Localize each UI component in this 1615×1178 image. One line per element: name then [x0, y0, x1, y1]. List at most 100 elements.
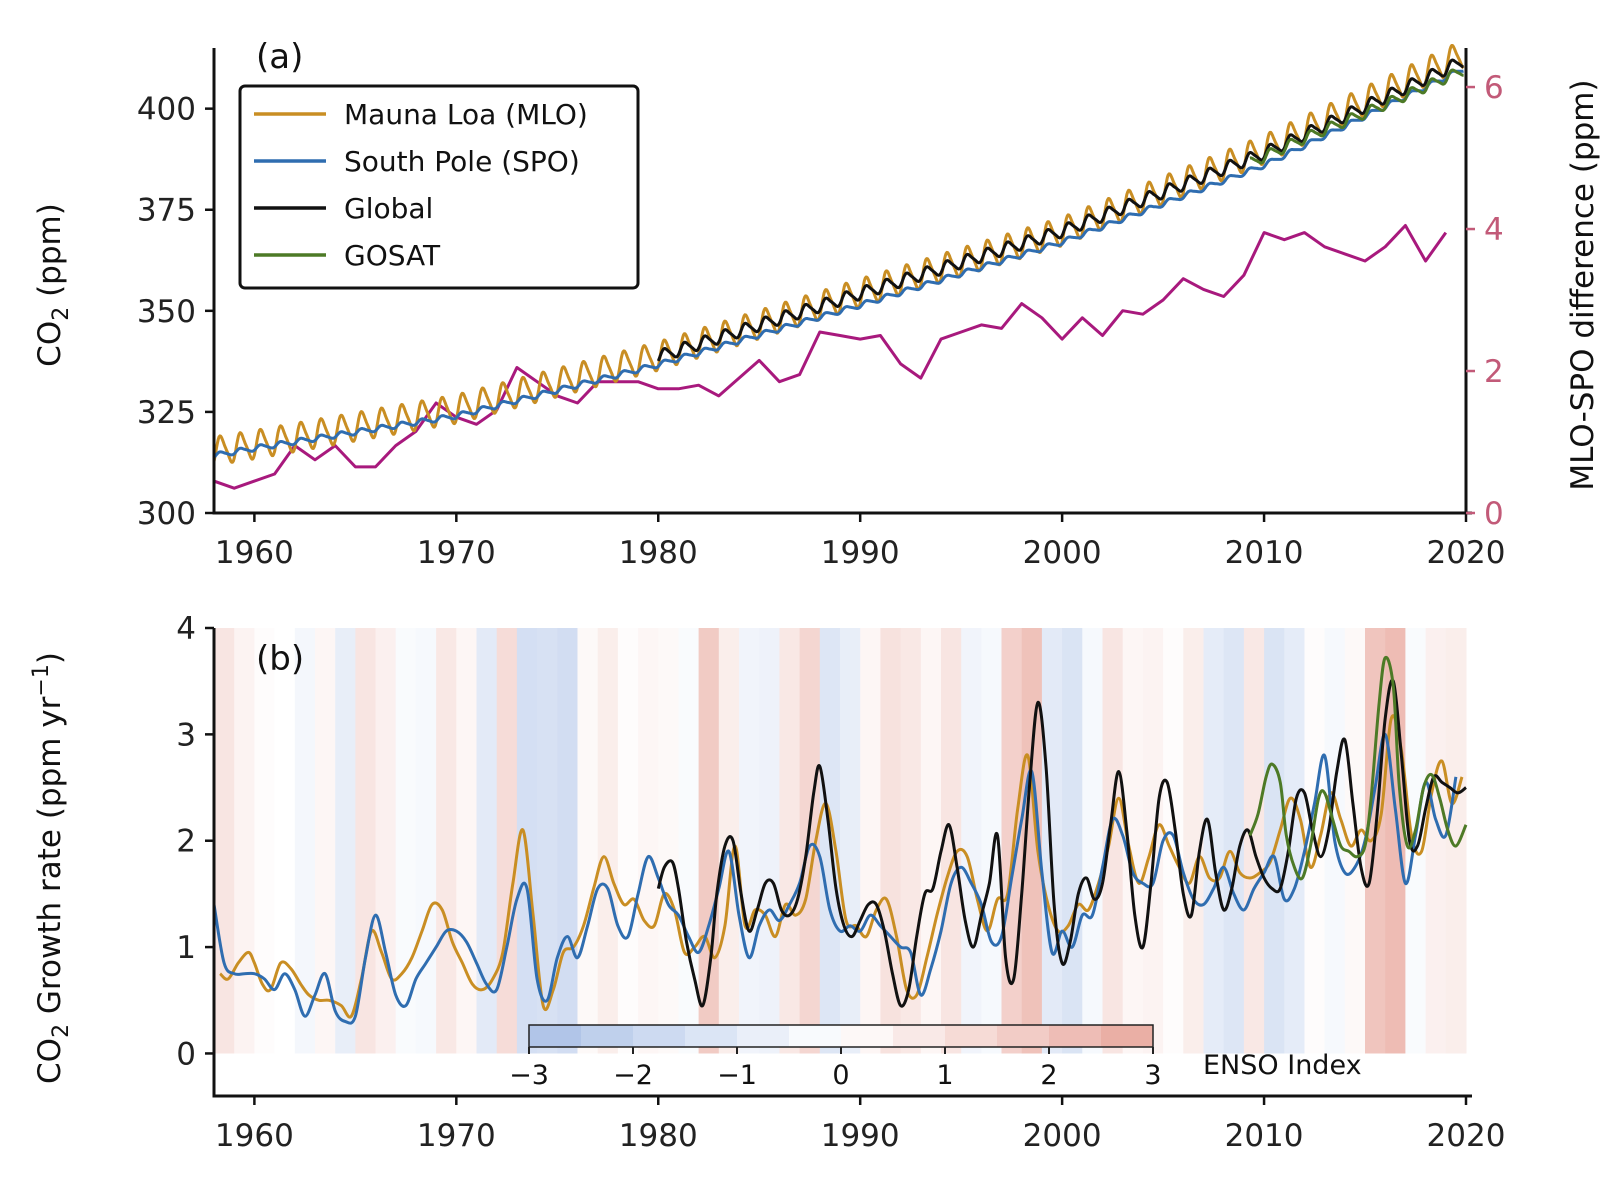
y-tick-label-b-4: 4	[176, 611, 196, 647]
enso-band-1986	[779, 628, 801, 1054]
legend-label-spo: South Pole (SPO)	[344, 145, 580, 178]
colorbar-tick-label-6: 3	[1144, 1060, 1161, 1091]
enso-band-1995	[961, 628, 982, 1054]
enso-band-1959	[234, 628, 255, 1054]
enso-band-1960	[254, 628, 276, 1054]
x-tick-label-b-1990: 1990	[821, 1118, 900, 1154]
series-b-mauna-loa-mlo	[219, 714, 1464, 1019]
y-tick-label-a-350: 350	[137, 294, 196, 330]
enso-background	[214, 628, 1467, 1054]
panel-a-y-axis-label: CO2 (ppm)	[32, 203, 74, 367]
panel-a: 1960 1970 1980 1990 2000 2010 2020 300 325 350 37…	[32, 37, 1601, 571]
enso-band-1978	[617, 628, 639, 1054]
enso-band-2018	[1425, 628, 1447, 1054]
y2-tick-label-a-0: 0	[1484, 496, 1504, 532]
colorbar-cell-1	[581, 1025, 634, 1047]
enso-band-1961	[274, 628, 296, 1054]
panel-a-y-ticks: 300 325 350 375 400	[137, 92, 214, 532]
x-tick-label-a-1960: 1960	[215, 535, 294, 571]
enso-band-1971	[476, 628, 498, 1054]
enso-band-1990	[860, 628, 881, 1054]
x-tick-label-b-2000: 2000	[1023, 1118, 1102, 1154]
y-tick-label-a-375: 375	[137, 193, 196, 229]
colorbar-cell-4	[737, 1025, 790, 1047]
enso-colorbar: −3 −2 −1 0 1 2 3 ENSO Index	[509, 1024, 1362, 1091]
legend-label-gosat: GOSAT	[344, 239, 441, 272]
colorbar-tick-label-0: −3	[509, 1060, 549, 1091]
enso-band-2001	[1082, 628, 1103, 1054]
panel-a-y2-ticks: 0 2 4 6	[1466, 70, 1504, 532]
y-tick-label-b-2: 2	[176, 824, 196, 860]
enso-band-2008	[1223, 628, 1245, 1054]
colorbar-cell-5	[789, 1025, 842, 1047]
enso-band-2005	[1163, 628, 1184, 1054]
x-tick-label-a-2020: 2020	[1427, 535, 1506, 571]
colorbar-tick-label-3: 0	[832, 1060, 849, 1091]
enso-band-2000	[1062, 628, 1083, 1054]
enso-band-1968	[415, 628, 437, 1054]
enso-colorbar-ticks: −3 −2 −1 0 1 2 3	[509, 1047, 1162, 1091]
colorbar-cell-3	[685, 1025, 738, 1047]
enso-band-1994	[941, 628, 962, 1054]
legend-box	[238, 84, 640, 290]
colorbar-cell-7	[893, 1025, 946, 1047]
enso-band-1975	[557, 628, 578, 1054]
enso-band-1982	[698, 628, 720, 1054]
enso-band-1996	[981, 628, 1003, 1054]
x-tick-label-a-2010: 2010	[1225, 535, 1304, 571]
enso-band-1998	[1021, 628, 1043, 1054]
enso-band-1974	[537, 628, 558, 1054]
enso-band-1987	[799, 628, 821, 1054]
enso-band-1991	[880, 628, 902, 1054]
enso-band-1965	[355, 628, 377, 1054]
y-tick-label-a-325: 325	[137, 395, 196, 431]
colorbar-tick-label-5: 2	[1040, 1060, 1057, 1091]
enso-band-1967	[395, 628, 417, 1054]
panel-a-y2-axis-label: MLO-SPO difference (ppm)	[1565, 79, 1601, 490]
colorbar-tick-label-1: −2	[613, 1060, 653, 1091]
enso-band-2002	[1102, 628, 1124, 1054]
enso-band-1972	[496, 628, 518, 1054]
colorbar-cell-9	[997, 1025, 1050, 1047]
y-tick-label-a-400: 400	[137, 92, 196, 128]
colorbar-cell-8	[945, 1025, 998, 1047]
enso-band-2007	[1203, 628, 1225, 1054]
enso-band-1984	[739, 628, 760, 1054]
colorbar-cell-10	[1049, 1025, 1102, 1047]
x-tick-label-a-1980: 1980	[619, 535, 698, 571]
x-tick-label-b-1980: 1980	[619, 1118, 698, 1154]
panel-b-label: (b)	[256, 639, 304, 679]
x-tick-label-a-1990: 1990	[821, 535, 900, 571]
colorbar-tick-label-2: −1	[717, 1060, 757, 1091]
enso-band-1964	[335, 628, 356, 1054]
enso-band-2006	[1183, 628, 1204, 1054]
colorbar-cell-6	[841, 1025, 894, 1047]
y-tick-label-b-0: 0	[176, 1036, 196, 1072]
legend-label-mlo: Mauna Loa (MLO)	[344, 98, 588, 131]
panel-b-plot-area	[214, 655, 1468, 1025]
enso-band-1970	[456, 628, 477, 1054]
panel-a-label: (a)	[256, 37, 303, 77]
x-tick-label-b-2010: 2010	[1225, 1118, 1304, 1154]
enso-colorbar-cells	[529, 1025, 1154, 1047]
panel-b-y-axis-label: CO2 Growth rate (ppm yr−1)	[29, 652, 74, 1084]
enso-band-1963	[315, 628, 336, 1054]
series-a-mlo-spo-difference	[214, 224, 1448, 490]
enso-band-1999	[1041, 628, 1063, 1054]
enso-band-2009	[1243, 628, 1265, 1054]
colorbar-cell-11	[1101, 1025, 1154, 1047]
series-a-south-pole-spo	[214, 69, 1465, 459]
series-a-global	[656, 58, 1465, 362]
enso-band-2010	[1264, 628, 1285, 1054]
y-tick-label-b-1: 1	[176, 930, 196, 966]
y2-tick-label-a-4: 4	[1484, 212, 1504, 248]
series-b-south-pole-spo	[214, 732, 1458, 1025]
x-tick-label-b-1960: 1960	[215, 1118, 294, 1154]
enso-band-2019	[1445, 628, 1467, 1054]
enso-band-1958	[214, 628, 235, 1054]
panel-b-x-ticks: 1960 1970 1980 1990 2000 2010 2020	[215, 1096, 1505, 1154]
legend-label-global: Global	[344, 192, 433, 225]
panel-a-x-ticks: 1960 1970 1980 1990 2000 2010 2020	[215, 513, 1506, 571]
y-tick-label-a-300: 300	[137, 496, 196, 532]
